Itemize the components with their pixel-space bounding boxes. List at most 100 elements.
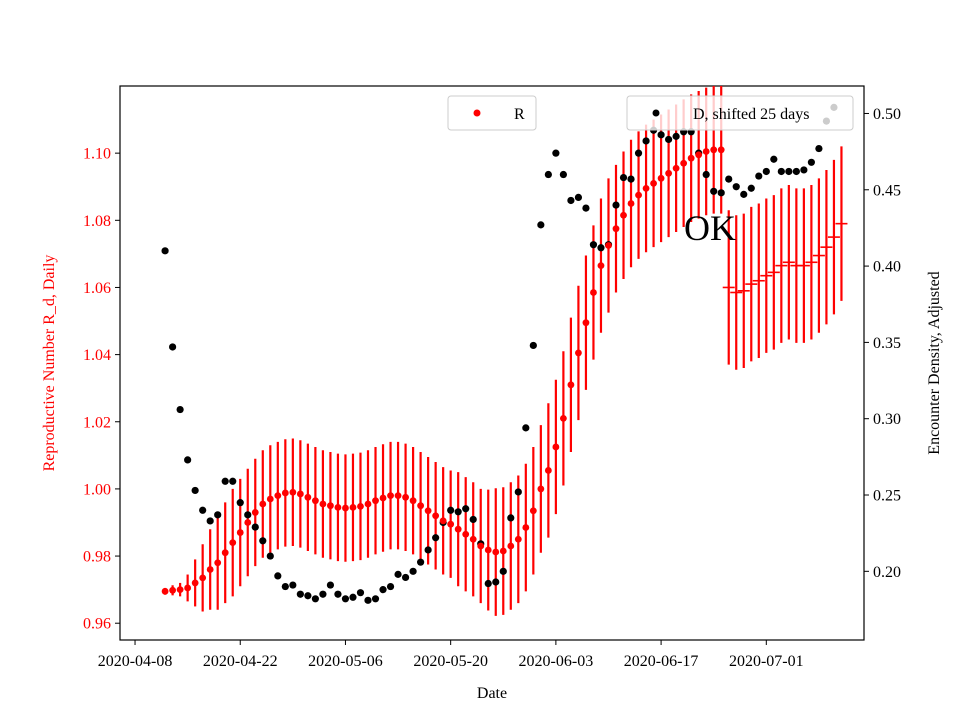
r-point <box>567 381 575 389</box>
d-point <box>492 578 500 586</box>
r-point <box>499 547 507 555</box>
r-point <box>251 509 259 516</box>
d-point <box>732 183 740 191</box>
d-point <box>815 144 823 153</box>
r-point <box>342 504 349 512</box>
d-point <box>747 184 755 192</box>
d-point <box>184 456 192 464</box>
d-point <box>206 517 214 525</box>
r-point <box>672 164 680 172</box>
legend-r: R <box>447 95 537 131</box>
r-point <box>334 503 342 511</box>
legend-r-label: R <box>514 106 525 123</box>
d-point <box>665 135 673 144</box>
d-point <box>529 341 537 350</box>
d-point <box>559 170 567 179</box>
axes-frame <box>119 85 865 641</box>
r-point <box>214 559 222 567</box>
d-point <box>379 586 387 594</box>
r-point <box>357 502 364 510</box>
r-point <box>507 542 515 550</box>
d-point <box>386 582 395 591</box>
r-point <box>447 520 455 528</box>
r-point <box>687 154 695 162</box>
d-point <box>191 486 199 495</box>
right-y-tick-label: 0.45 <box>873 182 901 199</box>
d-point <box>469 515 477 524</box>
d-point <box>612 201 620 209</box>
x-axis-label: Date <box>477 685 507 702</box>
d-point <box>259 537 267 545</box>
d-point <box>334 590 342 598</box>
r-point <box>319 500 327 508</box>
r-point <box>259 500 267 508</box>
d-point <box>582 204 590 212</box>
d-point <box>499 567 507 575</box>
x-tick-label: 2020-05-06 <box>308 653 383 670</box>
r-point <box>349 503 357 511</box>
r-point <box>529 507 537 515</box>
right-y-tick-label: 0.25 <box>873 488 901 505</box>
r-point <box>236 529 244 536</box>
x-tick-label: 2020-06-17 <box>624 653 699 670</box>
r-point <box>281 489 289 497</box>
x-tick-label: 2020-04-22 <box>203 653 278 670</box>
d-point <box>289 581 297 589</box>
r-point <box>484 546 492 554</box>
r-point <box>544 467 552 474</box>
d-point <box>484 579 492 588</box>
d-point <box>762 167 770 176</box>
d-point <box>214 511 222 519</box>
x-tick-label: 2020-06-03 <box>519 653 594 670</box>
d-point <box>717 189 725 197</box>
right-y-tick-label: 0.35 <box>873 335 901 352</box>
r-point <box>311 497 319 505</box>
r-point <box>620 211 627 219</box>
d-point <box>800 166 808 174</box>
d-point <box>236 499 244 507</box>
left-y-tick-label: 1.00 <box>83 481 111 498</box>
d-point <box>409 567 417 575</box>
r-point <box>372 497 379 505</box>
d-point <box>770 155 778 163</box>
r-point <box>176 586 184 594</box>
d-point <box>589 241 598 249</box>
d-point <box>785 167 793 176</box>
legend-d-frame <box>626 95 854 131</box>
ok-annotation: OK <box>684 208 736 248</box>
legend-d-label: D, shifted 25 days <box>693 106 809 123</box>
r-point <box>289 488 297 496</box>
d-point <box>221 477 229 485</box>
r-point <box>514 535 522 543</box>
r-point <box>327 502 334 510</box>
right-y-axis-label: Encounter Density, Adjusted <box>926 271 943 454</box>
d-point <box>552 149 560 157</box>
r-point <box>695 151 703 159</box>
r-point <box>597 262 605 270</box>
r-point <box>161 587 169 595</box>
r-point <box>582 319 590 327</box>
d-point <box>597 244 605 252</box>
d-point <box>447 506 455 514</box>
r-point <box>680 159 688 167</box>
r-series-points <box>161 146 725 595</box>
r-point <box>605 242 612 249</box>
d-point <box>574 193 583 202</box>
r-point <box>717 146 725 154</box>
r-point <box>169 586 177 594</box>
left-y-tick-label: 1.02 <box>83 414 111 431</box>
d-point <box>642 137 650 145</box>
x-tick-label: 2020-04-08 <box>98 653 173 670</box>
r-point <box>274 492 282 500</box>
d-point <box>807 158 815 166</box>
r-point <box>191 579 199 587</box>
d-point <box>755 172 763 180</box>
d-point <box>326 581 335 589</box>
d-point <box>432 534 440 542</box>
r-point <box>537 485 545 493</box>
r-point <box>590 289 597 296</box>
d-point <box>777 167 785 176</box>
right-y-tick-label: 0.30 <box>873 411 901 428</box>
d-point <box>657 131 665 139</box>
